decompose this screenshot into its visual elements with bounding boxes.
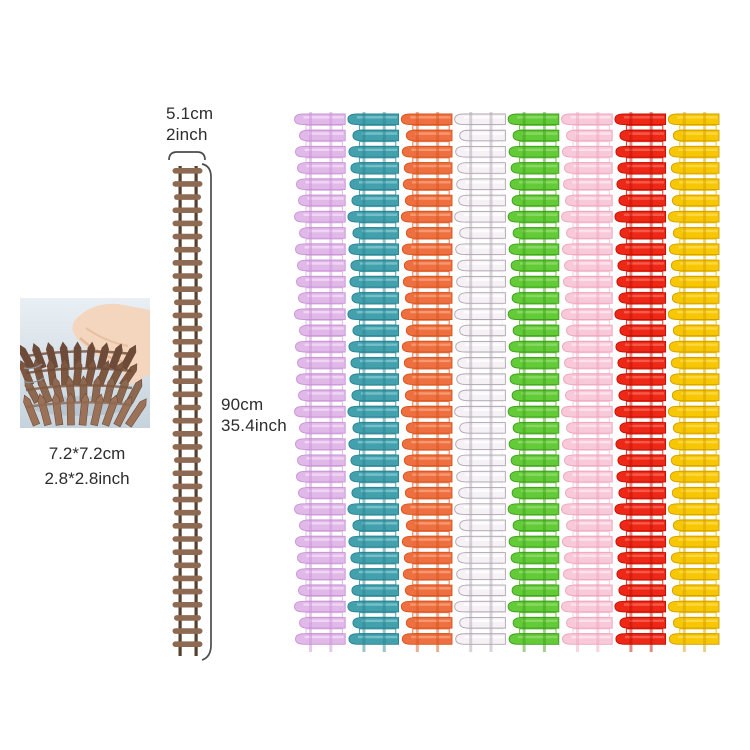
photo-size-cm: 7.2*7.2cm [48,444,126,463]
fence-strip-pink [561,112,613,652]
fence-strip-red [614,112,667,652]
ruler-fence-strip [172,166,203,656]
fence-strip-white [454,112,506,652]
photo-size-label: 7.2*7.2cm 2.8*2.8inch [4,441,170,491]
photo-size-inch: 2.8*2.8inch [44,469,130,488]
fence-strip-green [507,112,560,652]
width-cm: 5.1cm [166,104,214,123]
length-inch: 35.4inch [221,416,287,435]
fence-strip-yellow [667,112,720,652]
width-bracket-icon [168,151,206,161]
length-cm: 90cm [221,395,264,414]
fence-strip-lilac [294,112,346,652]
width-inch: 2inch [166,125,208,144]
fence-strip-orange [400,112,453,652]
fence-roll [20,341,147,428]
strip-width-label: 5.1cm 2inch [166,103,213,145]
length-bracket-icon [201,163,212,661]
fence-roll-photo-graphic [20,298,150,428]
strip-length-label: 90cm 35.4inch [221,394,287,436]
colored-fence-strips [294,112,720,652]
fence-strip-teal [347,112,400,652]
product-photo [20,298,150,428]
